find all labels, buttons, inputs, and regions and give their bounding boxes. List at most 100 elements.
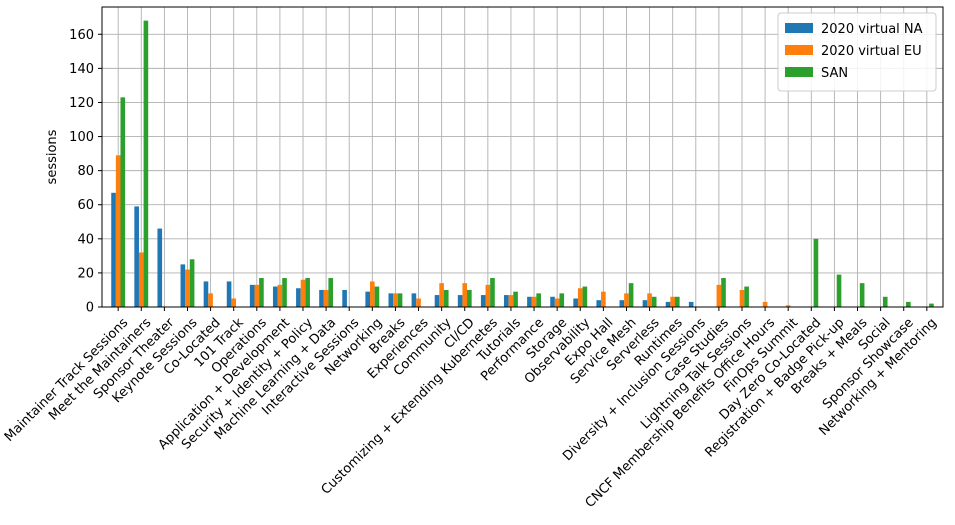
bar-san bbox=[559, 293, 565, 307]
bar-2020-virtual-eu bbox=[577, 288, 583, 307]
bar-2020-virtual-na bbox=[504, 295, 509, 307]
y-tick-label: 160 bbox=[69, 28, 94, 43]
bar-2020-virtual-na bbox=[111, 192, 116, 307]
bar-2020-virtual-eu bbox=[762, 301, 768, 307]
bar-san bbox=[282, 278, 287, 307]
bar-2020-virtual-eu bbox=[716, 284, 722, 307]
bar-san bbox=[374, 286, 380, 307]
bar-2020-virtual-na bbox=[388, 293, 394, 307]
legend-swatch bbox=[785, 45, 813, 55]
y-axis-label: sessions bbox=[45, 129, 60, 184]
bar-san bbox=[813, 238, 819, 307]
axis-layer bbox=[98, 6, 944, 311]
bar-2020-virtual-na bbox=[180, 264, 186, 307]
bar-san bbox=[328, 278, 334, 307]
bar-2020-virtual-na bbox=[642, 300, 648, 307]
bar-2020-virtual-na bbox=[480, 295, 486, 307]
bar-2020-virtual-na bbox=[573, 298, 578, 307]
bar-2020-virtual-eu bbox=[185, 269, 190, 307]
y-tick-label: 80 bbox=[77, 164, 94, 179]
bar-2020-virtual-eu bbox=[601, 291, 606, 307]
bar-2020-virtual-na bbox=[342, 289, 347, 307]
bar-2020-virtual-eu bbox=[485, 284, 491, 307]
bar-2020-virtual-na bbox=[365, 291, 371, 307]
bar-2020-virtual-na bbox=[157, 228, 163, 307]
y-tick-label: 40 bbox=[77, 232, 94, 247]
bar-2020-virtual-eu bbox=[739, 289, 745, 307]
bar-san bbox=[906, 301, 911, 307]
bar-san bbox=[513, 291, 518, 307]
legend-swatch bbox=[785, 23, 813, 33]
bar-san bbox=[859, 283, 865, 307]
bar-2020-virtual-na bbox=[688, 301, 694, 307]
bar-2020-virtual-eu bbox=[624, 293, 629, 307]
bar-2020-virtual-eu bbox=[208, 293, 213, 307]
y-tick-label: 140 bbox=[69, 62, 94, 77]
bar-2020-virtual-eu bbox=[393, 293, 398, 307]
bar-2020-virtual-eu bbox=[531, 296, 537, 307]
bar-2020-virtual-na bbox=[226, 281, 232, 307]
bar-2020-virtual-na bbox=[434, 295, 440, 307]
y-tick-label: 100 bbox=[69, 130, 94, 145]
bar-layer bbox=[111, 20, 934, 308]
bar-2020-virtual-na bbox=[296, 288, 301, 307]
bar-san bbox=[305, 278, 310, 307]
bar-san bbox=[582, 286, 588, 307]
bar-2020-virtual-eu bbox=[138, 252, 144, 307]
bar-san bbox=[143, 20, 149, 308]
plot-frame bbox=[101, 6, 944, 308]
bar-san bbox=[674, 296, 680, 307]
y-tick-label: 120 bbox=[69, 96, 94, 111]
bar-2020-virtual-na bbox=[411, 293, 417, 307]
bar-san bbox=[651, 296, 657, 307]
bar-2020-virtual-na bbox=[249, 284, 255, 307]
bar-2020-virtual-eu bbox=[231, 298, 237, 307]
legend-swatch bbox=[785, 67, 813, 77]
bar-san bbox=[443, 289, 449, 307]
legend-box bbox=[777, 12, 937, 92]
bar-2020-virtual-eu bbox=[508, 295, 514, 307]
bar-2020-virtual-eu bbox=[370, 281, 375, 307]
bar-san bbox=[721, 278, 726, 307]
legend-label: SAN bbox=[821, 66, 848, 81]
bar-2020-virtual-na bbox=[457, 295, 463, 307]
y-tick-label: 60 bbox=[77, 198, 94, 213]
legend-label: 2020 virtual NA bbox=[821, 22, 923, 37]
bar-2020-virtual-na bbox=[203, 281, 209, 307]
bar-san bbox=[259, 278, 264, 307]
bar-san bbox=[836, 274, 842, 307]
bar-san bbox=[397, 293, 403, 307]
y-tick-label: 20 bbox=[77, 266, 94, 281]
bar-san bbox=[744, 286, 749, 307]
bar-2020-virtual-eu bbox=[785, 305, 791, 307]
bar-2020-virtual-na bbox=[619, 300, 625, 307]
bar-2020-virtual-na bbox=[550, 296, 555, 307]
bar-2020-virtual-na bbox=[134, 206, 139, 307]
bar-san bbox=[189, 259, 195, 307]
bar-san bbox=[120, 97, 126, 307]
bar-2020-virtual-eu bbox=[439, 283, 444, 307]
bar-2020-virtual-eu bbox=[254, 284, 260, 307]
bar-san bbox=[536, 293, 541, 307]
bar-2020-virtual-na bbox=[272, 286, 278, 307]
bar-2020-virtual-eu bbox=[670, 296, 675, 307]
bar-2020-virtual-eu bbox=[300, 279, 306, 307]
bar-2020-virtual-eu bbox=[462, 283, 468, 307]
bar-2020-virtual-eu bbox=[554, 298, 560, 307]
bar-2020-virtual-na bbox=[596, 300, 602, 307]
bar-2020-virtual-eu bbox=[647, 293, 652, 307]
y-tick-labels: 0 20 40 60 80 100 120 140 160 bbox=[69, 28, 94, 316]
bar-2020-virtual-na bbox=[319, 289, 324, 307]
bar-2020-virtual-eu bbox=[416, 298, 421, 307]
bar-2020-virtual-na bbox=[527, 296, 532, 307]
bar-san bbox=[628, 283, 634, 307]
legend: 2020 virtual NA 2020 virtual EU SAN bbox=[777, 12, 937, 92]
legend-label: 2020 virtual EU bbox=[821, 44, 922, 59]
bar-san bbox=[467, 289, 472, 307]
y-tick-label: 0 bbox=[86, 301, 94, 316]
grid-layer bbox=[102, 7, 943, 308]
bar-san bbox=[490, 278, 495, 307]
bar-san bbox=[929, 303, 934, 307]
